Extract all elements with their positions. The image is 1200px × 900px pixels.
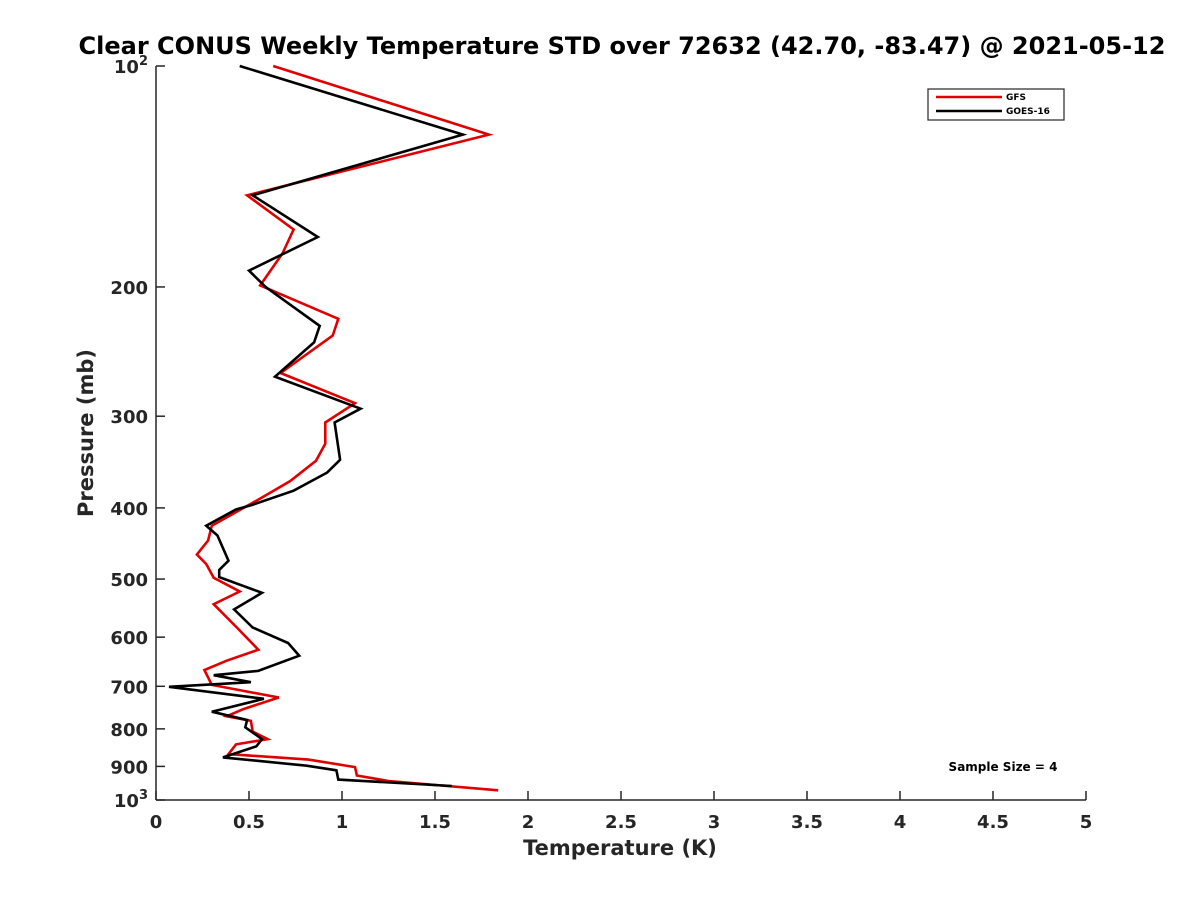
series-line-gfs [195,64,499,792]
chart-title: Clear CONUS Weekly Temperature STD over … [79,32,1166,60]
x-tick-label: 2.5 [605,812,637,833]
y-tick-label: 102 [114,54,148,78]
x-tick-label: 4.5 [977,812,1009,833]
x-tick-label: 0 [150,812,163,833]
x-tick-label: 1.5 [419,812,451,833]
y-tick-label: 700 [110,677,148,698]
series-line-goes16 [168,64,468,788]
x-tick-label: 3.5 [791,812,823,833]
series-layer [168,64,499,792]
legend-label-gfs: GFS [1006,93,1026,103]
y-tick-label: 200 [110,278,148,299]
y-tick-label: 600 [110,628,148,649]
axes-layer [155,66,1086,801]
legend: GFS GOES-16 [927,88,1065,121]
legend-label-goes16: GOES-16 [1006,107,1050,117]
legend-box [927,88,1065,121]
x-tick-label: 5 [1080,812,1093,833]
y-tick-label: 500 [110,570,148,591]
y-tick-label: 400 [110,499,148,520]
y-tick-label: 103 [114,788,148,812]
x-tick-label: 4 [894,812,907,833]
y-tick-label: 800 [110,720,148,741]
x-tick-label: 0.5 [233,812,265,833]
x-ticks: 0 0.5 1 1.5 2 2.5 3 3.5 4 4.5 5 [150,791,1093,833]
sample-size-annotation: Sample Size = 4 [949,760,1058,774]
y-axis-label: Pressure (mb) [74,349,98,517]
x-tick-label: 2 [522,812,535,833]
y-ticks: 102 200 300 400 500 600 700 800 900 103 [110,54,165,812]
x-axis-label: Temperature (K) [523,836,717,860]
x-tick-label: 3 [708,812,721,833]
y-tick-label: 300 [110,407,148,428]
y-tick-label: 900 [110,757,148,778]
x-tick-label: 1 [336,812,349,833]
